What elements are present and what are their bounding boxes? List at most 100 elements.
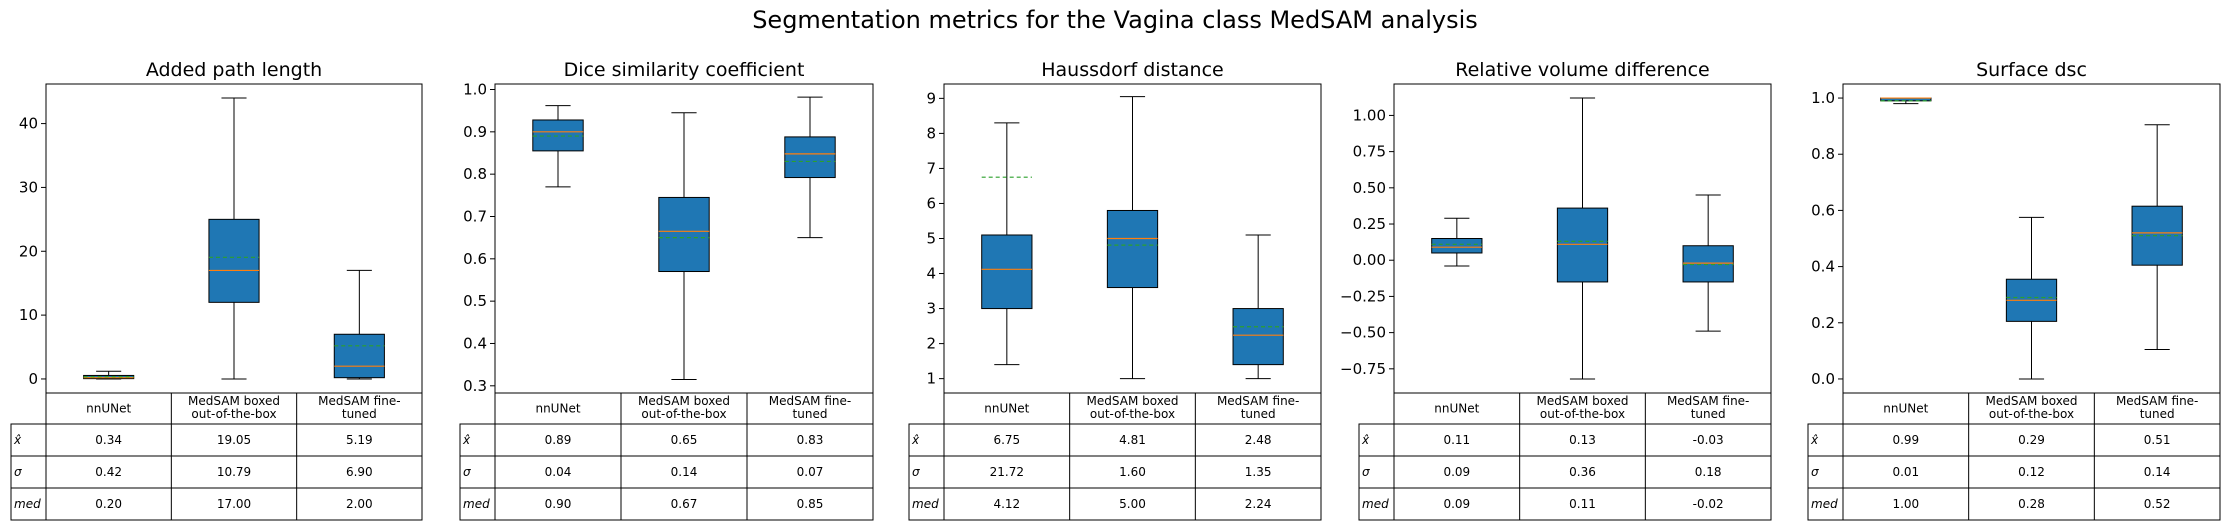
box-2 — [658, 112, 710, 380]
table-header: tuned — [1241, 407, 1276, 421]
table-header: out-of-the-box — [1989, 407, 2074, 421]
y-tick-label: 0.3 — [463, 377, 487, 395]
table-corner-mask — [1358, 392, 1394, 424]
figure-title: Segmentation metrics for the Vagina clas… — [752, 6, 1478, 34]
table-header: MedSAM boxed — [1537, 394, 1629, 408]
y-tick-label: 0.8 — [1811, 145, 1835, 163]
table-header: nnUNet — [1883, 402, 1928, 416]
table-header: MedSAM fine- — [1667, 394, 1749, 408]
table-corner-mask — [10, 392, 46, 424]
table-row-label: x̂ — [911, 433, 920, 447]
table-row-label: x̂ — [13, 433, 22, 447]
table-row-label: σ — [463, 465, 471, 479]
box-body — [1431, 238, 1483, 254]
y-tick-label: 0.0 — [1811, 370, 1835, 388]
table-cell: 1.60 — [1119, 465, 1146, 479]
table-row-label: med — [912, 497, 939, 511]
box-1 — [83, 370, 135, 380]
table-header: MedSAM boxed — [1986, 394, 2078, 408]
y-tick-label: 30 — [19, 178, 38, 196]
table-cell: 0.28 — [2018, 497, 2045, 511]
table-cell: 2.48 — [1245, 433, 1272, 447]
table-cell: 0.65 — [671, 433, 698, 447]
y-tick-label: 0.25 — [1353, 215, 1386, 233]
box-3 — [333, 269, 385, 380]
table-row-label: x̂ — [462, 433, 471, 447]
table-header: MedSAM fine- — [318, 394, 400, 408]
table-corner-mask — [459, 392, 495, 424]
table-cell: 0.89 — [545, 433, 572, 447]
table-row-label: med — [14, 497, 41, 511]
table-cell: 0.11 — [1443, 433, 1470, 447]
table-cell: -0.03 — [1693, 433, 1724, 447]
table-cell: 5.00 — [1119, 497, 1146, 511]
y-tick-label: 2 — [926, 335, 936, 353]
y-tick-label: 6 — [926, 194, 936, 212]
y-tick-label: 0.4 — [463, 334, 487, 352]
box-2 — [2005, 216, 2058, 380]
table-header: tuned — [793, 407, 828, 421]
y-tick-label: 0.6 — [1811, 201, 1835, 219]
table-cell: 5.19 — [346, 433, 373, 447]
table-cell: 0.01 — [1892, 465, 1919, 479]
y-tick-label: 0.00 — [1353, 251, 1386, 269]
y-tick-label: 20 — [19, 242, 38, 260]
table-cell: 2.00 — [346, 497, 373, 511]
table-cell: -0.02 — [1693, 497, 1724, 511]
table-header: MedSAM fine- — [769, 394, 851, 408]
box-body — [1106, 209, 1159, 289]
box-body — [1682, 245, 1734, 283]
y-tick-label: −0.75 — [1340, 360, 1386, 378]
y-tick-label: 0.2 — [1811, 314, 1835, 332]
table-cell: 0.13 — [1569, 433, 1596, 447]
table-cell: 0.52 — [2144, 497, 2171, 511]
box-1 — [1880, 97, 1932, 105]
table-header: out-of-the-box — [1090, 407, 1175, 421]
table-cell: 0.42 — [95, 465, 122, 479]
box-1 — [1431, 217, 1483, 267]
chart-panel-1: Added path length 0 10 20 30 40 nnUNet MedSAM b… — [10, 59, 423, 521]
table-header: tuned — [2140, 407, 2175, 421]
box-1 — [532, 105, 584, 188]
y-tick-label: 3 — [926, 300, 936, 318]
box-body — [333, 333, 385, 379]
table-header: out-of-the-box — [641, 407, 726, 421]
chart-panel-5: Surface dsc 0.0 0.2 0.4 0.6 0.8 1.0 nnUNet MedSA… — [1807, 59, 2221, 521]
box-body — [658, 196, 710, 273]
table-header: MedSAM fine- — [1217, 394, 1299, 408]
table-cell: 21.72 — [990, 465, 1024, 479]
box-body — [1556, 207, 1609, 283]
table-header: nnUNet — [86, 402, 131, 416]
y-tick-label: 0.50 — [1353, 179, 1386, 197]
table-row-label: med — [463, 497, 490, 511]
table-header: nnUNet — [535, 402, 580, 416]
table-cell: 0.51 — [2144, 433, 2171, 447]
table-cell: 0.11 — [1569, 497, 1596, 511]
table-header: out-of-the-box — [191, 407, 276, 421]
box-3 — [1232, 234, 1284, 380]
table-cell: 0.12 — [2018, 465, 2045, 479]
table-cell: 17.00 — [217, 497, 251, 511]
box-body — [981, 234, 1033, 310]
table-cell: 1.00 — [1892, 497, 1919, 511]
chart-title: Added path length — [146, 59, 322, 81]
y-tick-label: 10 — [19, 306, 38, 324]
y-tick-label: 0.4 — [1811, 258, 1835, 276]
y-tick-label: 40 — [19, 115, 38, 133]
chart-title: Haussdorf distance — [1041, 59, 1224, 81]
chart-panel-3: Haussdorf distance 1 2 3 4 5 6 7 8 9 nnUNet MedSAM … — [908, 59, 1322, 521]
y-tick-label: 4 — [926, 265, 936, 283]
table-row-label: x̂ — [1810, 433, 1819, 447]
chart-panel-2: Dice similarity coefficient 0.3 0.4 0.5 0.6 0… — [459, 59, 874, 521]
y-tick-label: −0.25 — [1340, 287, 1386, 305]
box-body — [532, 119, 584, 152]
y-tick-label: 0.9 — [463, 123, 487, 141]
table-header: MedSAM boxed — [188, 394, 280, 408]
table-cell: 0.14 — [671, 465, 698, 479]
table-header: out-of-the-box — [1540, 407, 1625, 421]
y-tick-label: 1 — [926, 370, 936, 388]
table-header: nnUNet — [984, 402, 1029, 416]
